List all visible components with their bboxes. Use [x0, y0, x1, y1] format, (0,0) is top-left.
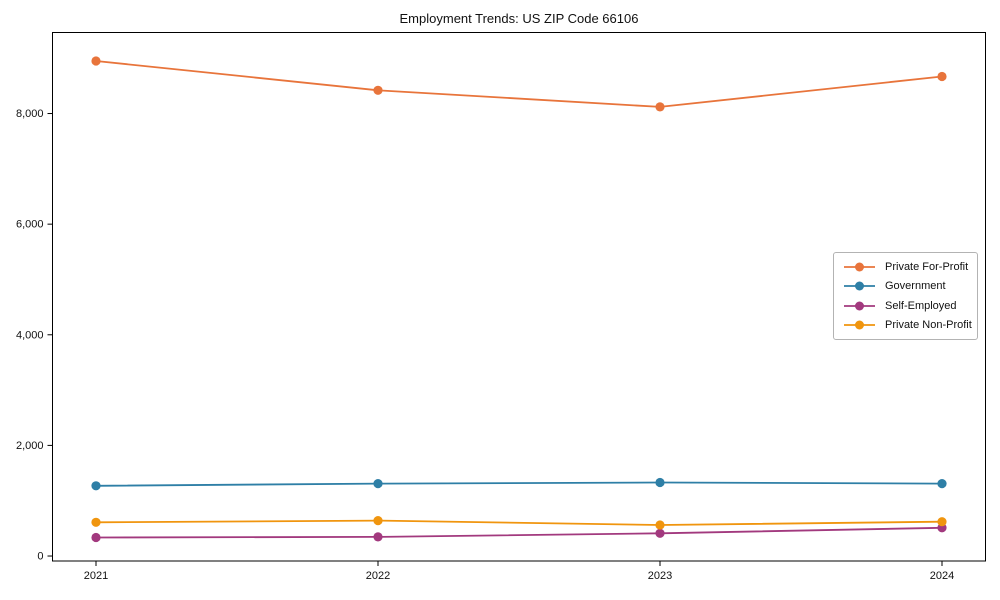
x-tick-label: 2024	[930, 570, 954, 582]
series-line-government	[95, 481, 943, 487]
legend-item-self-employed: Self-Employed	[843, 296, 971, 316]
y-tick-label: 8,000	[16, 108, 44, 120]
y-tick-label: 6,000	[16, 219, 44, 231]
data-point-self-employed-2021	[91, 532, 101, 543]
series-line-private-non-profit	[95, 519, 943, 526]
x-tick-label: 2021	[84, 570, 108, 582]
data-point-government-2023	[655, 477, 665, 488]
chart-title: Employment Trends: US ZIP Code 66106	[399, 11, 639, 26]
data-point-private-for-profit-2022	[373, 85, 383, 95]
legend: Private For-Profit Government Self-Emplo…	[833, 252, 978, 340]
data-point-government-2022	[373, 479, 383, 489]
series-line-self-employed	[95, 526, 943, 539]
legend-label: Private For-Profit	[885, 260, 969, 273]
line-marker-icon	[844, 281, 875, 291]
legend-item-private-non-profit: Private Non-Profit	[843, 316, 972, 336]
y-tick-label: 4,000	[16, 329, 44, 341]
line-marker-icon	[844, 262, 875, 272]
line-marker-icon	[844, 320, 875, 330]
data-point-government-2024	[937, 479, 947, 489]
axes-spines	[52, 32, 986, 562]
data-point-self-employed-2023	[655, 528, 665, 538]
data-point-self-employed-2022	[373, 532, 383, 542]
data-point-private-non-profit-2021	[91, 517, 101, 527]
legend-label: Government	[885, 280, 946, 293]
legend-item-government: Government	[843, 277, 971, 297]
data-point-private-for-profit-2024	[937, 71, 947, 82]
y-tick-label: 2,000	[16, 440, 44, 452]
x-tick-label: 2023	[648, 570, 672, 582]
y-tick-label: 0	[37, 551, 43, 563]
data-point-private-non-profit-2024	[937, 517, 947, 527]
data-point-private-for-profit-2023	[655, 102, 665, 112]
series-line-private-for-profit	[95, 60, 943, 108]
data-point-private-for-profit-2021	[91, 56, 101, 66]
x-tick-label: 2022	[366, 570, 390, 582]
legend-label: Self-Employed	[885, 299, 957, 312]
legend-item-private-for-profit: Private For-Profit	[843, 257, 971, 277]
data-point-government-2021	[91, 481, 101, 491]
legend-label: Private Non-Profit	[885, 319, 972, 332]
line-marker-icon	[844, 301, 875, 311]
data-point-private-non-profit-2023	[655, 520, 665, 530]
data-point-private-non-profit-2022	[373, 516, 383, 526]
